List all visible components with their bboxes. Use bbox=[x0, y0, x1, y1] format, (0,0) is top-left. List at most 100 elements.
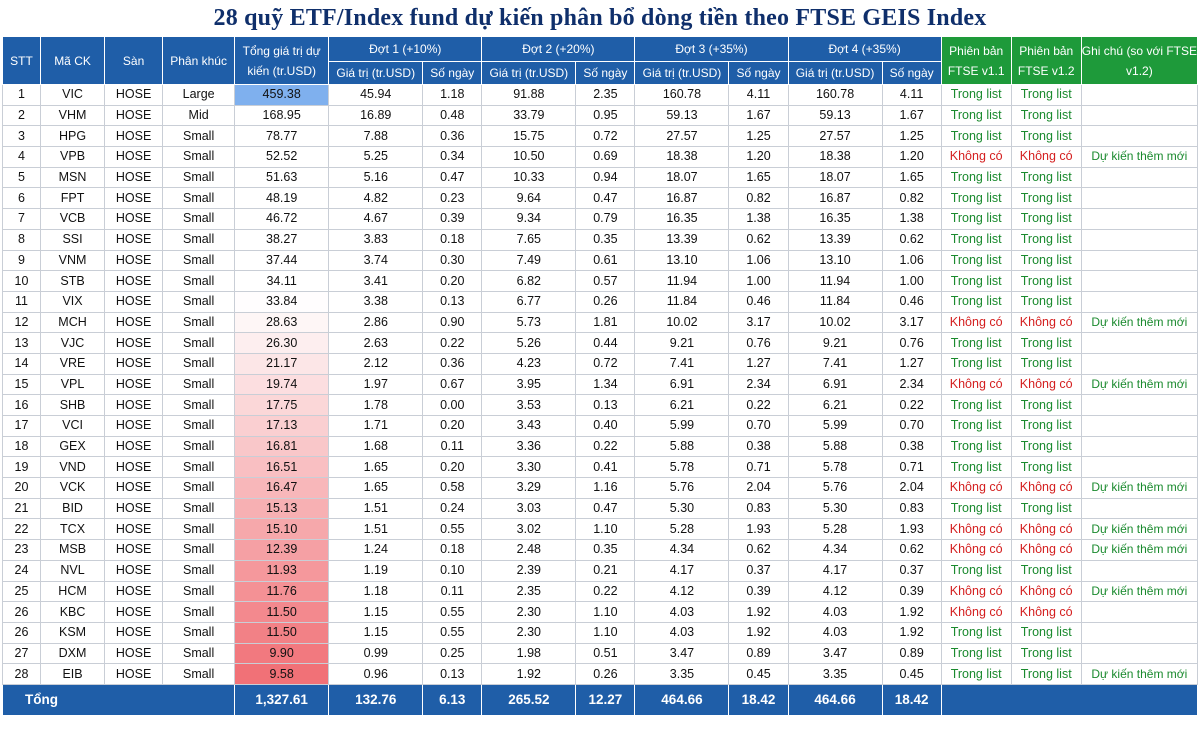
cell-stt: 19 bbox=[1, 456, 42, 479]
cell-phase-4-value: 4.03 bbox=[787, 621, 883, 644]
cell-phase-3-days: 0.89 bbox=[728, 642, 789, 665]
cell-exchange: HOSE bbox=[104, 125, 164, 148]
cell-exchange: HOSE bbox=[104, 84, 164, 106]
cell-stt: 28 bbox=[1, 663, 42, 685]
cell-stt: 7 bbox=[1, 208, 42, 230]
cell-phase-1-days: 0.24 bbox=[422, 497, 483, 520]
totals-phase-2-days: 12.27 bbox=[575, 683, 636, 716]
cell-ftse-v11: Trong list bbox=[940, 621, 1012, 644]
cell-total: 46.72 bbox=[234, 208, 330, 230]
cell-phase-2-days: 0.51 bbox=[575, 642, 636, 665]
cell-exchange: HOSE bbox=[104, 228, 164, 251]
cell-phase-4-value: 5.99 bbox=[787, 415, 883, 437]
cell-phase-4-value: 5.88 bbox=[787, 435, 883, 458]
cell-ticker: VNM bbox=[40, 249, 106, 272]
cell-exchange: HOSE bbox=[104, 642, 164, 665]
table-row: 15 VPL HOSE Small 19.74 1.97 0.67 3.95 1.34 6.91 2… bbox=[1, 373, 1199, 396]
cell-phase-3-days: 1.25 bbox=[728, 125, 789, 148]
cell-phase-1-days: 1.18 bbox=[422, 84, 483, 106]
cell-segment: Small bbox=[162, 621, 236, 644]
cell-ftse-v11: Trong list bbox=[940, 559, 1012, 582]
cell-phase-3-value: 18.38 bbox=[634, 146, 730, 168]
header-phase-2-days: Số ngày bbox=[575, 61, 636, 85]
totals-row: Tổng 1,327.61 132.76 6.13 265.52 12.27 4… bbox=[1, 683, 1199, 716]
table-row: 25 HCM HOSE Small 11.76 1.18 0.11 2.35 0.22 4.12 0… bbox=[1, 580, 1199, 603]
cell-ticker: VIX bbox=[40, 290, 106, 313]
cell-phase-2-value: 9.64 bbox=[481, 187, 577, 210]
cell-total: 11.76 bbox=[234, 580, 330, 603]
cell-stt: 9 bbox=[1, 249, 42, 272]
header-phase-4-value: Giá trị (tr.USD) bbox=[787, 61, 883, 85]
cell-note bbox=[1080, 601, 1199, 623]
cell-ticker: VRE bbox=[40, 352, 106, 375]
cell-ftse-v12: Trong list bbox=[1010, 559, 1082, 582]
cell-phase-3-value: 4.03 bbox=[634, 621, 730, 644]
cell-phase-3-value: 11.84 bbox=[634, 290, 730, 313]
cell-ftse-v11: Không có bbox=[940, 477, 1012, 499]
cell-note bbox=[1080, 290, 1199, 313]
totals-phase-4-value: 464.66 bbox=[787, 683, 883, 716]
cell-phase-1-value: 1.15 bbox=[328, 601, 424, 623]
cell-phase-3-value: 10.02 bbox=[634, 311, 730, 334]
cell-phase-4-value: 16.35 bbox=[787, 208, 883, 230]
cell-phase-2-days: 1.10 bbox=[575, 518, 636, 541]
header-ftse-v11: Phiên bản FTSE v1.1 bbox=[940, 36, 1012, 85]
cell-phase-1-days: 0.30 bbox=[422, 249, 483, 272]
cell-phase-2-value: 2.30 bbox=[481, 621, 577, 644]
cell-phase-1-days: 0.39 bbox=[422, 208, 483, 230]
cell-ticker: VPB bbox=[40, 146, 106, 168]
cell-exchange: HOSE bbox=[104, 456, 164, 479]
cell-ftse-v11: Trong list bbox=[940, 104, 1012, 127]
header-phase-1-days: Số ngày bbox=[422, 61, 483, 85]
cell-ftse-v12: Trong list bbox=[1010, 456, 1082, 479]
cell-note bbox=[1080, 332, 1199, 354]
table-row: 19 VND HOSE Small 16.51 1.65 0.20 3.30 0.41 5.78 0… bbox=[1, 456, 1199, 479]
table-row: 10 STB HOSE Small 34.11 3.41 0.20 6.82 0.57 11.94… bbox=[1, 270, 1199, 292]
cell-note bbox=[1080, 187, 1199, 210]
table-row: 28 EIB HOSE Small 9.58 0.96 0.13 1.92 0.26 3.35 0.… bbox=[1, 663, 1199, 685]
cell-segment: Small bbox=[162, 580, 236, 603]
cell-ftse-v12: Trong list bbox=[1010, 621, 1082, 644]
totals-phase-3-days: 18.42 bbox=[728, 683, 789, 716]
cell-segment: Small bbox=[162, 311, 236, 334]
etf-allocation-table: STT Mã CK Sàn Phân khúc Tổng giá trị dự … bbox=[1, 36, 1199, 716]
cell-ftse-v11: Trong list bbox=[940, 125, 1012, 148]
cell-phase-1-days: 0.20 bbox=[422, 270, 483, 292]
cell-ftse-v11: Không có bbox=[940, 373, 1012, 396]
cell-ftse-v12: Trong list bbox=[1010, 125, 1082, 148]
cell-phase-4-days: 0.46 bbox=[881, 290, 942, 313]
cell-exchange: HOSE bbox=[104, 373, 164, 396]
cell-stt: 17 bbox=[1, 415, 42, 437]
cell-phase-2-days: 1.16 bbox=[575, 477, 636, 499]
cell-phase-2-days: 0.26 bbox=[575, 663, 636, 685]
cell-total: 19.74 bbox=[234, 373, 330, 396]
cell-phase-2-value: 5.73 bbox=[481, 311, 577, 334]
cell-phase-1-days: 0.55 bbox=[422, 518, 483, 541]
cell-ticker: MCH bbox=[40, 311, 106, 334]
cell-phase-4-days: 0.70 bbox=[881, 415, 942, 437]
cell-phase-2-value: 3.53 bbox=[481, 394, 577, 416]
cell-stt: 23 bbox=[1, 539, 42, 561]
cell-phase-4-value: 5.78 bbox=[787, 456, 883, 479]
cell-exchange: HOSE bbox=[104, 249, 164, 272]
cell-phase-4-days: 1.93 bbox=[881, 518, 942, 541]
cell-total: 11.93 bbox=[234, 559, 330, 582]
header-phase-3-value: Giá trị (tr.USD) bbox=[634, 61, 730, 85]
cell-note: Dự kiến thêm mới bbox=[1080, 539, 1199, 561]
table-row: 20 VCK HOSE Small 16.47 1.65 0.58 3.29 1.16 5.76 2… bbox=[1, 477, 1199, 499]
cell-exchange: HOSE bbox=[104, 497, 164, 520]
cell-segment: Mid bbox=[162, 104, 236, 127]
cell-ftse-v12: Trong list bbox=[1010, 290, 1082, 313]
cell-ticker: TCX bbox=[40, 518, 106, 541]
cell-total: 51.63 bbox=[234, 166, 330, 189]
cell-phase-3-days: 1.06 bbox=[728, 249, 789, 272]
cell-phase-3-value: 16.35 bbox=[634, 208, 730, 230]
cell-note: Dự kiến thêm mới bbox=[1080, 311, 1199, 334]
cell-exchange: HOSE bbox=[104, 166, 164, 189]
cell-ftse-v11: Trong list bbox=[940, 415, 1012, 437]
cell-segment: Small bbox=[162, 539, 236, 561]
cell-phase-3-value: 13.39 bbox=[634, 228, 730, 251]
cell-phase-1-days: 0.22 bbox=[422, 332, 483, 354]
cell-phase-4-days: 0.62 bbox=[881, 228, 942, 251]
cell-phase-3-value: 59.13 bbox=[634, 104, 730, 127]
